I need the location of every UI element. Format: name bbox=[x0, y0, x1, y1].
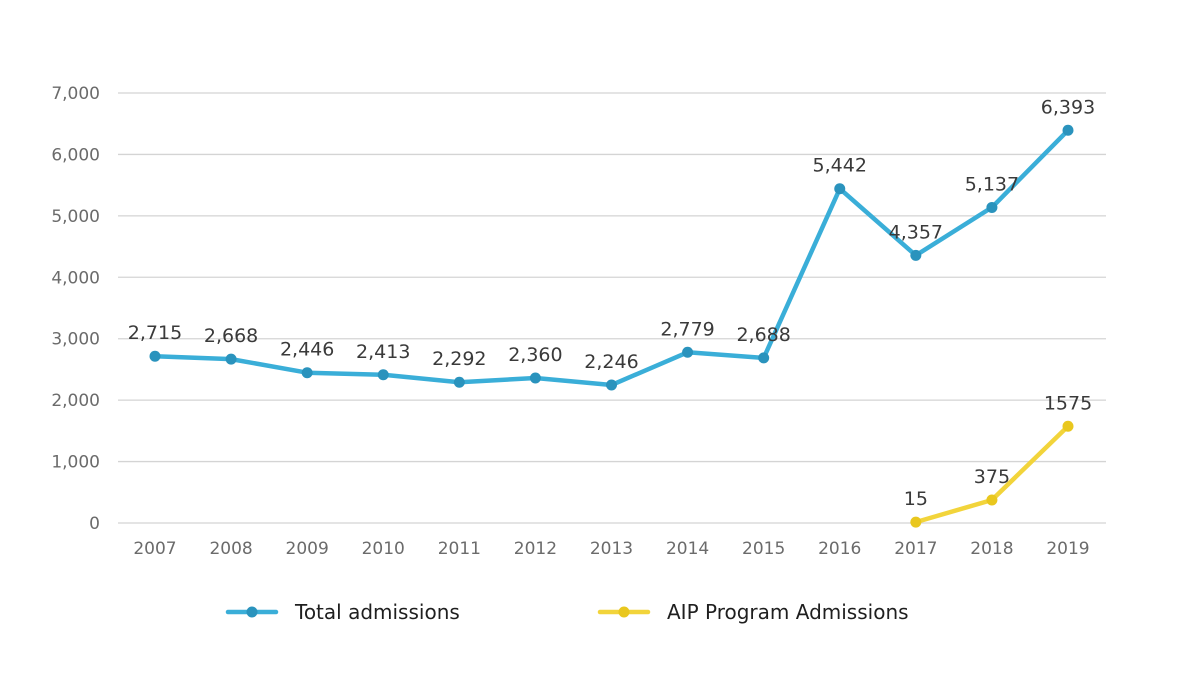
data-label: 2,668 bbox=[204, 325, 258, 347]
data-point bbox=[910, 249, 922, 261]
data-point bbox=[453, 376, 465, 388]
data-point bbox=[986, 494, 998, 506]
data-point bbox=[1062, 124, 1074, 136]
data-point bbox=[377, 369, 389, 381]
data-point bbox=[682, 346, 694, 358]
legend-swatch-marker bbox=[246, 606, 258, 618]
x-tick-label: 2011 bbox=[438, 539, 481, 559]
x-tick-label: 2010 bbox=[362, 539, 405, 559]
data-point bbox=[225, 353, 237, 365]
x-tick-label: 2009 bbox=[286, 539, 329, 559]
legend-swatch-marker bbox=[618, 606, 630, 618]
x-tick-label: 2014 bbox=[666, 539, 709, 559]
y-tick-label: 6,000 bbox=[51, 145, 100, 165]
x-tick-label: 2007 bbox=[133, 539, 176, 559]
data-label: 5,442 bbox=[813, 155, 867, 177]
data-label: 2,360 bbox=[508, 344, 562, 366]
y-tick-label: 5,000 bbox=[51, 207, 100, 227]
legend-label: Total admissions bbox=[294, 600, 460, 624]
data-label: 15 bbox=[904, 488, 928, 510]
data-point bbox=[758, 352, 770, 364]
y-tick-label: 1,000 bbox=[51, 453, 100, 473]
y-axis-ticks: 0 1,000 2,000 3,000 4,000 5,000 6,000 7,000 bbox=[51, 84, 100, 534]
data-point bbox=[986, 201, 998, 213]
data-label: 4,357 bbox=[889, 221, 943, 243]
legend: Total admissions AIP Program Admissions bbox=[225, 600, 909, 624]
x-tick-label: 2008 bbox=[209, 539, 252, 559]
x-tick-label: 2012 bbox=[514, 539, 557, 559]
data-point bbox=[910, 516, 922, 528]
x-axis-ticks: 2007 2008 2009 2010 2011 2012 2013 2014 2015 2016… bbox=[133, 539, 1089, 559]
data-point bbox=[606, 379, 617, 391]
data-label: 2,446 bbox=[280, 339, 334, 361]
y-tick-label: 4,000 bbox=[51, 268, 100, 288]
data-point bbox=[834, 183, 846, 195]
data-label: 6,393 bbox=[1041, 96, 1095, 118]
data-label: 2,246 bbox=[584, 351, 638, 373]
y-tick-label: 7,000 bbox=[51, 84, 100, 104]
data-point bbox=[149, 350, 161, 362]
data-label: 375 bbox=[974, 466, 1010, 488]
y-tick-label: 2,000 bbox=[51, 391, 100, 411]
data-labels: 2,715 2,668 2,446 2,413 2,292 2,360 2,246 2,779… bbox=[128, 96, 1095, 510]
data-label: 2,688 bbox=[736, 324, 790, 346]
data-label: 1575 bbox=[1044, 392, 1092, 414]
data-label: 2,779 bbox=[660, 318, 714, 340]
series-lines bbox=[149, 124, 1074, 528]
data-point bbox=[301, 367, 313, 379]
x-tick-label: 2016 bbox=[818, 539, 861, 559]
x-tick-label: 2018 bbox=[970, 539, 1013, 559]
x-tick-label: 2019 bbox=[1046, 539, 1089, 559]
legend-label: AIP Program Admissions bbox=[667, 600, 909, 624]
x-tick-label: 2015 bbox=[742, 539, 785, 559]
y-tick-label: 3,000 bbox=[51, 330, 100, 350]
data-label: 2,413 bbox=[356, 341, 410, 363]
data-label: 5,137 bbox=[965, 173, 1019, 195]
data-label: 2,292 bbox=[432, 348, 486, 370]
gridlines bbox=[118, 92, 1106, 524]
data-label: 2,715 bbox=[128, 322, 182, 344]
data-point bbox=[1062, 420, 1074, 432]
y-tick-label: 0 bbox=[89, 514, 100, 534]
x-tick-label: 2017 bbox=[894, 539, 937, 559]
x-tick-label: 2013 bbox=[590, 539, 633, 559]
data-point bbox=[529, 372, 541, 384]
